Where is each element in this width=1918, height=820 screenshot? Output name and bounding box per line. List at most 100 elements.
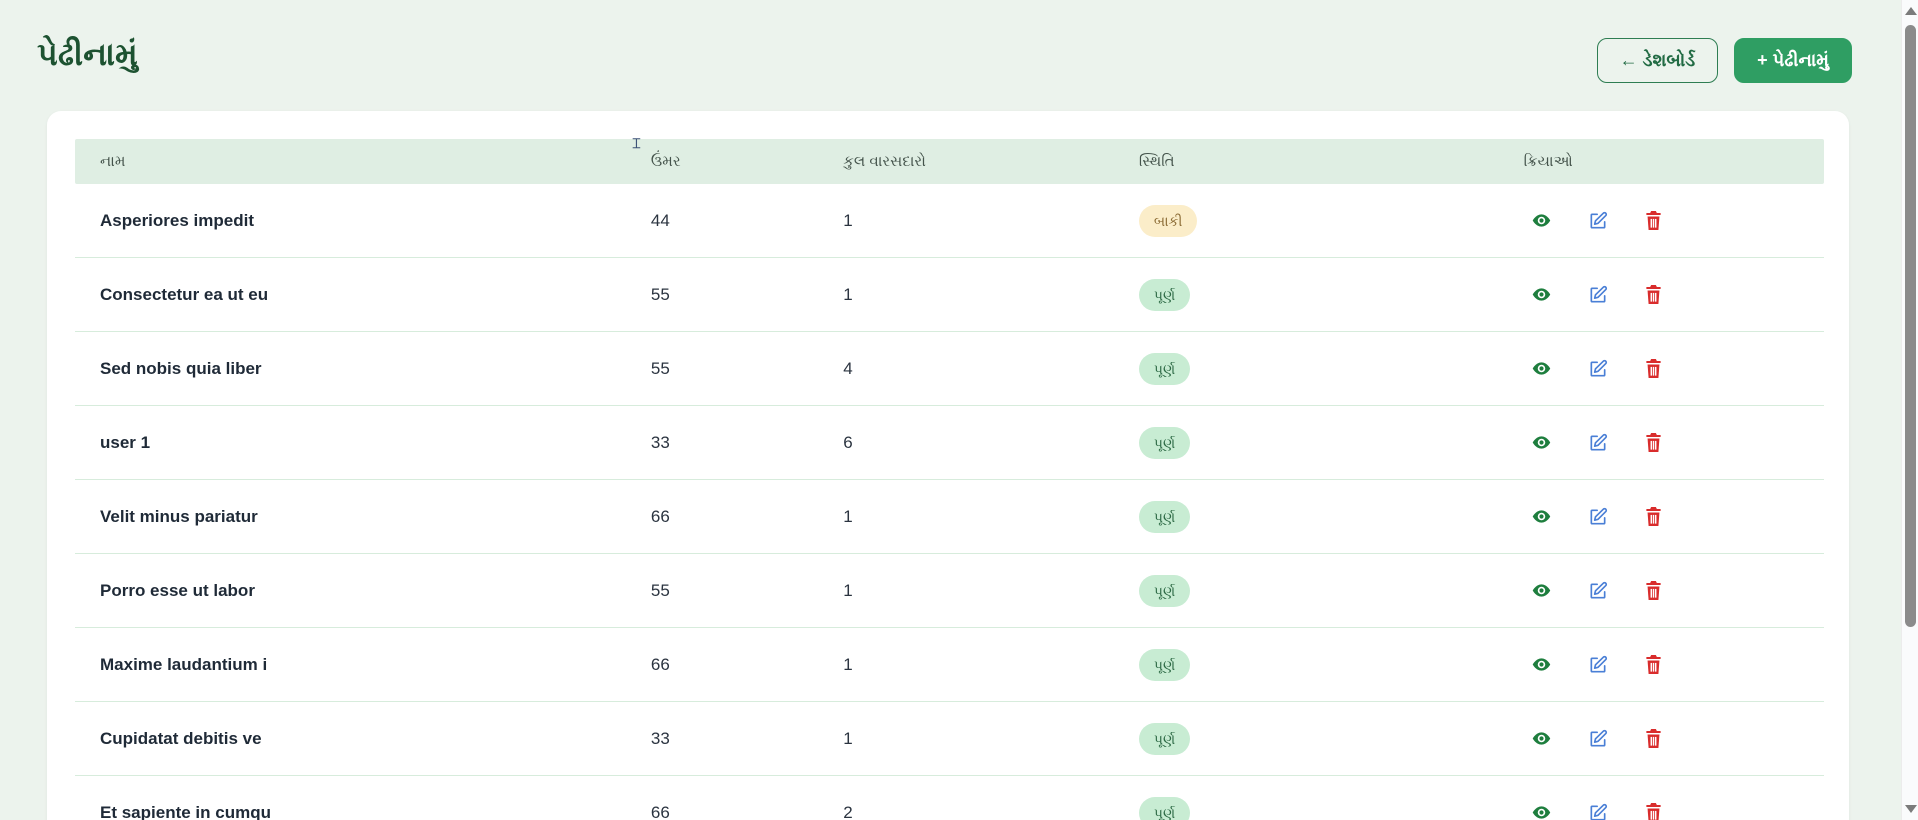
table-row: Cupidatat debitis ve 33 1 પૂર્ણ: [75, 702, 1824, 776]
row-actions-cell: [1499, 210, 1824, 232]
row-age: 66: [650, 654, 670, 674]
row-actions-cell: [1499, 654, 1824, 676]
row-heirs: 6: [843, 432, 853, 452]
row-actions-cell: [1499, 358, 1824, 380]
eye-icon: [1531, 728, 1552, 749]
view-button[interactable]: [1531, 728, 1553, 750]
row-actions-cell: [1499, 728, 1824, 750]
row-name: Cupidatat debitis ve: [100, 728, 262, 748]
delete-button[interactable]: [1643, 728, 1665, 750]
edit-button[interactable]: [1587, 654, 1609, 676]
row-actions-cell: [1499, 580, 1824, 602]
edit-button[interactable]: [1587, 432, 1609, 454]
row-status-cell: પૂર્ણ: [1114, 722, 1499, 755]
row-name: Sed nobis quia liber: [100, 358, 262, 378]
edit-button[interactable]: [1587, 284, 1609, 306]
delete-button[interactable]: [1643, 284, 1665, 306]
vertical-scrollbar[interactable]: [1901, 0, 1918, 820]
row-age: 55: [650, 284, 670, 304]
edit-button[interactable]: [1587, 506, 1609, 528]
edit-icon: [1588, 359, 1608, 379]
eye-icon: [1531, 802, 1552, 820]
row-name: Porro esse ut labor: [100, 580, 255, 600]
eye-icon: [1531, 506, 1552, 527]
header-status: સ્થિતિ: [1138, 153, 1175, 170]
row-name: Consectetur ea ut eu: [100, 284, 269, 304]
edit-button[interactable]: [1587, 358, 1609, 380]
trash-icon: [1644, 654, 1663, 675]
row-actions-cell: [1499, 284, 1824, 306]
row-age: 33: [650, 728, 670, 748]
status-badge: પૂર્ણ: [1138, 278, 1191, 311]
delete-button[interactable]: [1643, 580, 1665, 602]
edit-icon: [1588, 729, 1608, 749]
trash-icon: [1644, 284, 1663, 305]
eye-icon: [1531, 210, 1552, 231]
table-row: user 1 33 6 પૂર્ણ: [75, 406, 1824, 480]
trash-icon: [1644, 802, 1663, 820]
trash-icon: [1644, 432, 1663, 453]
row-actions-cell: [1499, 432, 1824, 454]
row-heirs: 1: [843, 728, 853, 748]
view-button[interactable]: [1531, 580, 1553, 602]
status-badge: પૂર્ણ: [1138, 722, 1191, 755]
scrollbar-thumb[interactable]: [1905, 25, 1916, 627]
row-name: Et sapiente in cumqu: [100, 802, 271, 820]
row-status-cell: પૂર્ણ: [1114, 500, 1499, 533]
delete-button[interactable]: [1643, 506, 1665, 528]
row-status-cell: બાકી: [1114, 204, 1499, 237]
table-row: Asperiores impedit 44 1 બાકી: [75, 184, 1824, 258]
row-heirs: 1: [843, 580, 853, 600]
eye-icon: [1531, 580, 1552, 601]
row-age: 55: [650, 358, 670, 378]
eye-icon: [1531, 358, 1552, 379]
delete-button[interactable]: [1643, 432, 1665, 454]
edit-button[interactable]: [1587, 802, 1609, 820]
row-actions-cell: [1499, 802, 1824, 820]
eye-icon: [1531, 654, 1552, 675]
header-age: ઉંમર: [650, 153, 681, 170]
dashboard-button[interactable]: ← ડેશબોર્ડ: [1596, 38, 1719, 83]
edit-icon: [1588, 581, 1608, 601]
delete-button[interactable]: [1643, 210, 1665, 232]
view-button[interactable]: [1531, 284, 1553, 306]
header-actions: ક્રિયાઓ: [1523, 153, 1573, 170]
delete-button[interactable]: [1643, 802, 1665, 820]
delete-button[interactable]: [1643, 654, 1665, 676]
row-status-cell: પૂર્ણ: [1114, 352, 1499, 385]
view-button[interactable]: [1531, 506, 1553, 528]
scroll-down-icon[interactable]: [1905, 805, 1917, 813]
row-status-cell: પૂર્ણ: [1114, 426, 1499, 459]
row-name: user 1: [100, 432, 151, 452]
row-age: 44: [650, 210, 670, 230]
table-row: Velit minus pariatur 66 1 પૂર્ણ: [75, 480, 1824, 554]
view-button[interactable]: [1531, 210, 1553, 232]
view-button[interactable]: [1531, 432, 1553, 454]
edit-icon: [1588, 655, 1608, 675]
row-status-cell: પૂર્ણ: [1114, 278, 1499, 311]
row-actions-cell: [1499, 506, 1824, 528]
row-name: Velit minus pariatur: [100, 506, 258, 526]
view-button[interactable]: [1531, 654, 1553, 676]
row-heirs: 1: [843, 654, 853, 674]
table-row: Consectetur ea ut eu 55 1 પૂર્ણ: [75, 258, 1824, 332]
status-badge: પૂર્ણ: [1138, 426, 1191, 459]
status-badge: પૂર્ણ: [1138, 500, 1191, 533]
page-header: પેઢીનામું ← ડેશબોર્ડ + પેઢીનામું: [37, 28, 1852, 83]
status-badge: પૂર્ણ: [1138, 352, 1191, 385]
row-status-cell: પૂર્ણ: [1114, 574, 1499, 607]
row-age: 66: [650, 802, 670, 820]
row-name: Maxime laudantium i: [100, 654, 268, 674]
table-row: Maxime laudantium i 66 1 પૂર્ણ: [75, 628, 1824, 702]
edit-button[interactable]: [1587, 210, 1609, 232]
table-card: નામ ઉંમર કુલ વારસદારો સ્થિતિ ક્રિયાઓ ⌶ A…: [47, 111, 1849, 820]
view-button[interactable]: [1531, 358, 1553, 380]
edit-button[interactable]: [1587, 580, 1609, 602]
scroll-up-icon[interactable]: [1905, 7, 1917, 15]
add-record-button[interactable]: + પેઢીનામું: [1734, 38, 1852, 83]
row-heirs: 2: [843, 802, 853, 820]
delete-button[interactable]: [1643, 358, 1665, 380]
edit-button[interactable]: [1587, 728, 1609, 750]
view-button[interactable]: [1531, 802, 1553, 820]
row-heirs: 1: [843, 210, 853, 230]
